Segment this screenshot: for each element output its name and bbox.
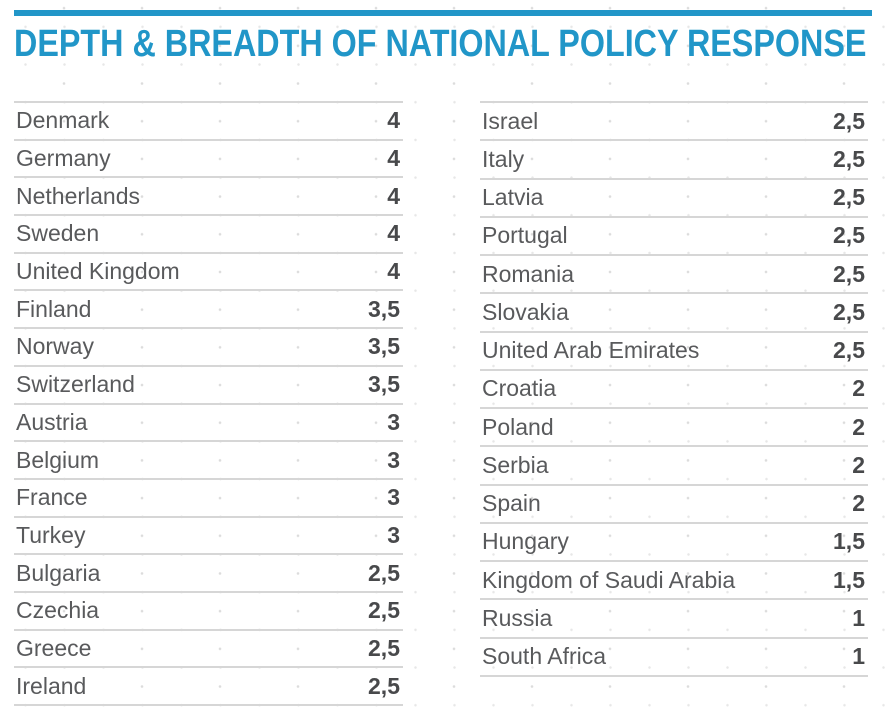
score-value: 3 [387,446,400,473]
score-value: 2,5 [368,672,400,699]
table-row: Spain 2 [480,483,868,522]
score-value: 2,5 [833,107,865,134]
score-value: 4 [387,220,400,247]
table-row: Czechia 2,5 [14,590,403,629]
country-label: Italy [482,145,525,172]
table-row: France 3 [14,477,403,516]
country-label: Turkey [16,521,86,548]
score-value: 1 [852,604,865,631]
table-row: United Kingdom 4 [14,251,403,290]
country-label: Ireland [16,672,87,699]
ranking-column-left: Denmark 4 Germany 4 Netherlands 4 Sweden… [14,101,403,706]
score-value: 2,5 [368,634,400,661]
table-row: Slovakia 2,5 [480,292,868,330]
table-row: United Arab Emirates 2,5 [480,330,868,369]
country-label: Kingdom of Saudi Arabia [482,566,736,593]
country-label: Hungary [482,528,569,555]
score-value: 3 [387,408,400,435]
country-label: Denmark [16,107,110,134]
page-title: DEPTH & BREADTH OF NATIONAL POLICY RESPO… [14,23,867,65]
ranking-column-right: Israel 2,5 Italy 2,5 Latvia 2,5 Portugal… [480,101,868,677]
table-row: Russia 1 [480,598,868,636]
table-row: Switzerland 3,5 [14,364,403,403]
table-row: Italy 2,5 [480,139,868,177]
country-label: Bulgaria [16,559,101,586]
country-label: Sweden [16,220,100,247]
table-row: Hungary 1,5 [480,521,868,560]
table-row: Poland 2 [480,407,868,445]
score-value: 2,5 [833,145,865,172]
country-label: United Arab Emirates [482,337,700,364]
table-row: Latvia 2,5 [480,177,868,216]
country-label: Spain [482,490,541,517]
score-value: 4 [387,258,400,285]
score-value: 1,5 [833,528,865,555]
country-label: Slovakia [482,298,569,325]
table-row: Austria 3 [14,402,403,441]
country-label: Finland [16,295,92,322]
country-label: Serbia [482,451,549,478]
country-label: Croatia [482,375,557,402]
table-row: Turkey 3 [14,515,403,554]
table-row: Kingdom of Saudi Arabia 1,5 [480,560,868,598]
score-value: 2,5 [833,260,865,287]
score-value: 3 [387,521,400,548]
score-value: 2,5 [368,597,400,624]
table-row: Greece 2,5 [14,628,403,667]
score-value: 4 [387,107,400,134]
score-value: 2 [852,375,865,402]
table-row: Denmark 4 [14,101,403,139]
table-row: Ireland 2,5 [14,666,403,704]
score-value: 2 [852,451,865,478]
table-row: Portugal 2,5 [480,215,868,254]
title-accent-bar [14,10,872,16]
country-label: South Africa [482,643,607,670]
table-row: Romania 2,5 [480,254,868,292]
score-value: 1,5 [833,566,865,593]
country-label: Israel [482,107,539,134]
country-label: Russia [482,604,553,631]
table-row: Sweden 4 [14,214,403,252]
country-label: Latvia [482,184,544,211]
table-row: Norway 3,5 [14,327,403,365]
country-label: Germany [16,145,111,172]
score-value: 4 [387,145,400,172]
score-value: 2,5 [368,559,400,586]
table-row: Netherlands 4 [14,176,403,214]
score-value: 3,5 [368,333,400,360]
country-label: Czechia [16,597,100,624]
score-value: 2,5 [833,184,865,211]
table-row: Belgium 3 [14,440,403,478]
country-label: Austria [16,408,88,435]
table-row: Germany 4 [14,138,403,177]
score-value: 2,5 [833,222,865,249]
table-row: Serbia 2 [480,445,868,483]
score-value: 2 [852,413,865,440]
country-label: Greece [16,634,92,661]
score-value: 3 [387,484,400,511]
score-value: 2,5 [833,337,865,364]
table-row: South Africa 1 [480,636,868,675]
country-label: Netherlands [16,182,141,209]
score-value: 3,5 [368,295,400,322]
table-row: Finland 3,5 [14,289,403,327]
score-value: 2,5 [833,298,865,325]
country-label: Poland [482,413,554,440]
country-label: United Kingdom [16,258,180,285]
country-label: Norway [16,333,94,360]
country-label: Portugal [482,222,568,249]
country-label: Romania [482,260,575,287]
score-value: 4 [387,182,400,209]
score-value: 2 [852,490,865,517]
ranking-table: Denmark 4 Germany 4 Netherlands 4 Sweden… [14,101,868,706]
country-label: France [16,484,88,511]
country-label: Belgium [16,446,100,473]
score-value: 3,5 [368,371,400,398]
country-label: Switzerland [16,371,135,398]
table-row: Bulgaria 2,5 [14,553,403,591]
table-row: Croatia 2 [480,368,868,407]
score-value: 1 [852,643,865,670]
table-row: Israel 2,5 [480,101,868,139]
